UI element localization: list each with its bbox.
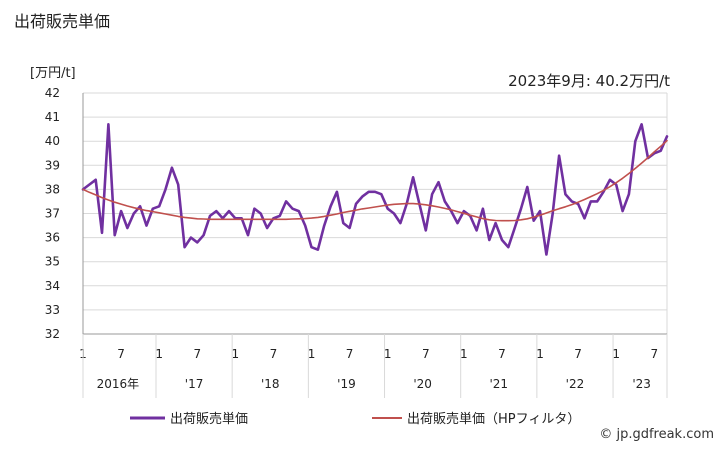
x-axis: 172016年17'1717'1817'1917'2017'2117'2217'… [79, 93, 668, 398]
year-label: '21 [489, 377, 508, 391]
x-tick-label-jan: 1 [612, 347, 620, 361]
x-tick-label-jul: 7 [270, 347, 278, 361]
x-tick-label-jan: 1 [232, 347, 240, 361]
x-tick-label-jul: 7 [422, 347, 430, 361]
x-tick-label-jul: 7 [117, 347, 125, 361]
x-tick-label-jul: 7 [193, 347, 201, 361]
x-tick-label-jul: 7 [650, 347, 658, 361]
y-tick-label: 34 [45, 279, 60, 293]
y-tick-label: 42 [45, 86, 60, 100]
series-lines [81, 123, 669, 256]
x-tick-label-jul: 7 [498, 347, 506, 361]
x-tick-label-jan: 1 [155, 347, 163, 361]
y-tick-label: 38 [45, 182, 60, 196]
year-label: 2016年 [97, 377, 140, 391]
year-label: '18 [261, 377, 280, 391]
year-label: '22 [566, 377, 585, 391]
y-tick-label: 32 [45, 327, 60, 341]
series-line-price [81, 123, 669, 256]
y-tick-label: 37 [45, 207, 60, 221]
y-tick-label: 39 [45, 158, 60, 172]
y-tick-label: 40 [45, 134, 60, 148]
legend: 出荷販売単価 出荷販売単価（HPフィルタ） [130, 411, 580, 427]
x-tick-label-jul: 7 [574, 347, 582, 361]
y-tick-label: 36 [45, 231, 60, 245]
legend-label: 出荷販売単価 [170, 411, 248, 427]
year-label: '20 [413, 377, 432, 391]
y-tick-label: 35 [45, 255, 60, 269]
x-tick-label-jan: 1 [308, 347, 316, 361]
x-tick-label-jan: 1 [384, 347, 392, 361]
y-axis-unit-label: [万円/t] [30, 66, 76, 81]
y-axis-ticks: 32 33 34 35 36 37 38 39 40 41 42 [45, 86, 60, 341]
x-tick-label-jul: 7 [346, 347, 354, 361]
year-label: '19 [337, 377, 356, 391]
year-label: '17 [185, 377, 204, 391]
chart-title: 出荷販売単価 [14, 12, 111, 31]
grid-lines [83, 92, 667, 335]
x-tick-label-jan: 1 [536, 347, 544, 361]
latest-value-annotation: 2023年9月: 40.2万円/t [508, 72, 670, 90]
x-tick-label-jan: 1 [460, 347, 468, 361]
year-label: '23 [632, 377, 651, 391]
series-line-hp-filter [82, 139, 668, 222]
source-credit: © jp.gdfreak.com [599, 427, 714, 442]
legend-label: 出荷販売単価（HPフィルタ） [407, 411, 580, 427]
y-tick-label: 33 [45, 303, 60, 317]
y-tick-label: 41 [45, 110, 60, 124]
